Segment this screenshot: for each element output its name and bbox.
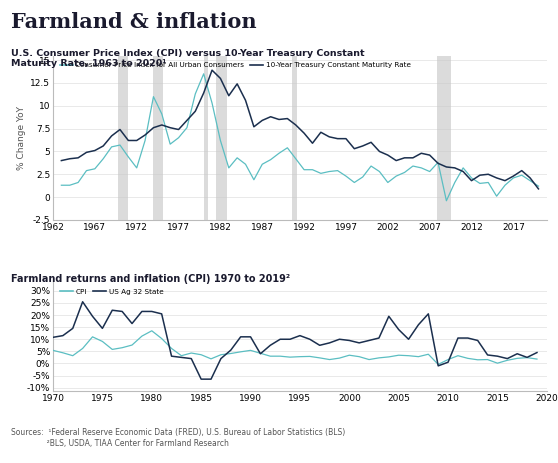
Text: Farmland returns and inflation (CPI) 1970 to 2019²: Farmland returns and inflation (CPI) 197… — [11, 274, 290, 284]
Bar — [291, 56, 297, 220]
Legend: CPI, US Ag 32 State: CPI, US Ag 32 State — [56, 286, 166, 298]
Text: Sources:  ¹Federal Reserve Economic Data (FRED), U.S. Bureau of Labor Statistics: Sources: ¹Federal Reserve Economic Data … — [11, 428, 345, 448]
Bar — [437, 56, 450, 220]
Bar — [153, 56, 163, 220]
Bar — [204, 56, 208, 220]
Bar — [118, 56, 128, 220]
Legend: Consumer Price Index for All Urban Consumers, 10-Year Treasury Constant Maturity: Consumer Price Index for All Urban Consu… — [56, 59, 414, 71]
Text: U.S. Consumer Price Index (CPI) versus 10-Year Treasury Constant
Maturity Rate, : U.S. Consumer Price Index (CPI) versus 1… — [11, 49, 365, 68]
Bar — [217, 56, 227, 220]
Y-axis label: % Change YoY: % Change YoY — [17, 106, 26, 170]
Text: Farmland & inflation: Farmland & inflation — [11, 12, 257, 31]
